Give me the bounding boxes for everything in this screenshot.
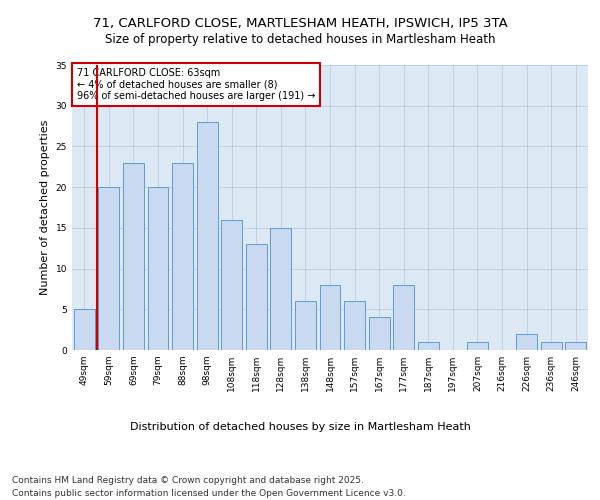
Bar xyxy=(295,301,316,350)
Text: 71 CARLFORD CLOSE: 63sqm
← 4% of detached houses are smaller (8)
96% of semi-det: 71 CARLFORD CLOSE: 63sqm ← 4% of detache… xyxy=(77,68,316,101)
Bar xyxy=(516,334,537,350)
Bar xyxy=(123,162,144,350)
Bar xyxy=(418,342,439,350)
Bar xyxy=(467,342,488,350)
Bar xyxy=(148,187,169,350)
Bar xyxy=(320,285,340,350)
Text: Contains HM Land Registry data © Crown copyright and database right 2025.
Contai: Contains HM Land Registry data © Crown c… xyxy=(12,476,406,498)
Bar xyxy=(197,122,218,350)
Bar xyxy=(98,187,119,350)
Bar xyxy=(393,285,414,350)
Bar xyxy=(368,318,389,350)
Bar xyxy=(271,228,292,350)
Bar xyxy=(172,162,193,350)
Bar xyxy=(246,244,267,350)
Text: Size of property relative to detached houses in Martlesham Heath: Size of property relative to detached ho… xyxy=(105,32,495,46)
Bar xyxy=(344,301,365,350)
Bar xyxy=(221,220,242,350)
Bar xyxy=(74,310,95,350)
Y-axis label: Number of detached properties: Number of detached properties xyxy=(40,120,50,295)
Text: Distribution of detached houses by size in Martlesham Heath: Distribution of detached houses by size … xyxy=(130,422,470,432)
Text: 71, CARLFORD CLOSE, MARTLESHAM HEATH, IPSWICH, IP5 3TA: 71, CARLFORD CLOSE, MARTLESHAM HEATH, IP… xyxy=(92,18,508,30)
Bar xyxy=(565,342,586,350)
Bar xyxy=(541,342,562,350)
